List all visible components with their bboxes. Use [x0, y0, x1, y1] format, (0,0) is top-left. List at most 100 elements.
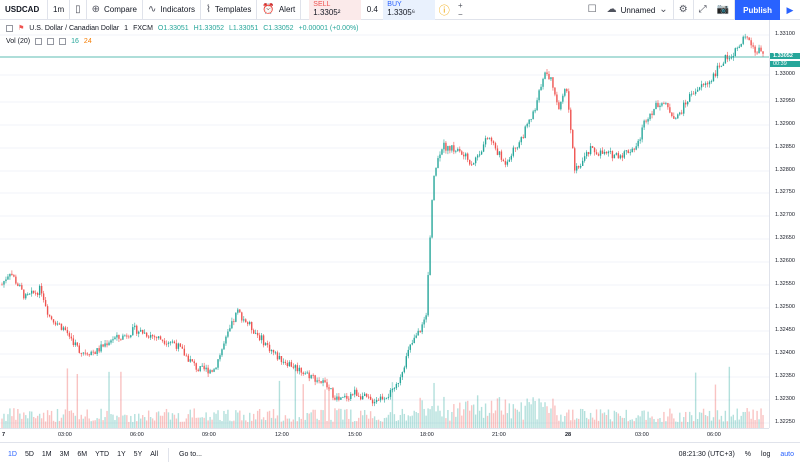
info-icon[interactable]: ⓘ	[438, 4, 450, 17]
expand-button[interactable]: ⤢	[694, 0, 712, 20]
play-button[interactable]: ▶	[780, 0, 800, 20]
settings-icon[interactable]	[47, 38, 55, 45]
volume-bar	[756, 410, 758, 428]
volume-bar	[572, 409, 574, 428]
volume-bar	[296, 421, 298, 428]
volume-bar	[324, 389, 326, 428]
candle	[134, 325, 136, 328]
settings-button[interactable]: ⚙	[674, 0, 694, 20]
volume-bar	[510, 418, 513, 428]
candle	[530, 119, 532, 120]
range-1m[interactable]: 1M	[41, 451, 52, 458]
volume-bar	[544, 402, 546, 428]
quantity-stepper[interactable]: + −	[453, 0, 467, 20]
volume-bar	[177, 413, 180, 428]
candle	[702, 84, 705, 86]
candle	[423, 319, 425, 325]
range-3m[interactable]: 3M	[59, 451, 70, 458]
qty-minus[interactable]: −	[457, 9, 463, 19]
indicators-icon: ∿	[147, 3, 157, 15]
eye-icon[interactable]	[35, 38, 43, 45]
candle	[619, 155, 622, 159]
symbol-search[interactable]: USDCAD	[0, 0, 48, 20]
candle	[597, 154, 600, 156]
candle	[136, 325, 138, 334]
price-chart[interactable]	[0, 20, 769, 428]
collapse-icon[interactable]	[6, 24, 13, 32]
candle	[92, 351, 94, 353]
fullscreen-toggle[interactable]: ☐	[583, 0, 602, 20]
candle	[449, 146, 451, 151]
goto-button[interactable]: Go to...	[179, 451, 202, 458]
auto-toggle[interactable]: auto	[780, 451, 794, 458]
candle	[696, 89, 699, 92]
candle	[58, 323, 61, 325]
volume-bar	[613, 410, 616, 428]
volume-bar	[702, 408, 705, 428]
candle	[718, 65, 721, 67]
volume-bar	[383, 418, 386, 428]
alert-button[interactable]: ⏰ Alert	[257, 0, 302, 20]
volume-bar	[9, 408, 11, 428]
candle	[645, 120, 647, 122]
candle	[373, 402, 376, 404]
candle	[419, 330, 421, 333]
candle	[217, 359, 219, 368]
candle	[516, 147, 518, 149]
candle	[98, 348, 100, 352]
volume-bar	[227, 409, 229, 428]
candle	[288, 362, 291, 367]
candle	[512, 147, 515, 156]
publish-button[interactable]: Publish	[735, 0, 780, 20]
price-axis[interactable]: 1.33100 1.33000 1.32950 1.32900 1.32850 1.328…	[769, 20, 800, 428]
candle	[251, 321, 253, 331]
volume-bar	[461, 415, 463, 428]
volume-bar	[469, 410, 471, 428]
candle	[609, 151, 612, 152]
buy-button[interactable]: BUY 1.3305⁶	[383, 0, 436, 20]
volume-legend: Vol (20) 16 24	[6, 38, 92, 45]
volume-bar	[542, 406, 544, 428]
log-toggle[interactable]: log	[761, 451, 771, 458]
close-icon[interactable]	[59, 38, 67, 45]
sell-button[interactable]: SELL 1.3305²	[309, 0, 362, 20]
candle	[526, 123, 528, 127]
volume-bar	[679, 412, 681, 428]
volume-bar	[413, 410, 415, 428]
candle	[465, 153, 467, 157]
snapshot-button[interactable]: 📷	[712, 0, 736, 20]
range-1d[interactable]: 1D	[8, 451, 17, 458]
percent-toggle[interactable]: %	[744, 451, 752, 458]
indicators-button[interactable]: ∿ Indicators	[143, 0, 202, 20]
range-5d[interactable]: 5D	[24, 451, 34, 458]
volume-bar	[3, 413, 5, 428]
volume-bar	[688, 411, 691, 428]
time-axis[interactable]: 7 03:00 06:00 09:00 12:00 15:00 18:00 21:00 28 03…	[0, 428, 769, 442]
range-5y[interactable]: 5Y	[133, 451, 143, 458]
chart-type-button[interactable]: ▯	[70, 0, 87, 20]
volume-value-1: 16	[71, 38, 79, 45]
volume-bar	[589, 412, 592, 428]
range-6m[interactable]: 6M	[77, 451, 88, 458]
volume-bar	[213, 412, 215, 428]
templates-button[interactable]: ⌇ Templates	[201, 0, 258, 20]
volume-bar	[195, 417, 197, 428]
volume-bar	[241, 420, 243, 428]
volume-bar	[126, 415, 128, 428]
compare-button[interactable]: ⊕ Compare	[87, 0, 143, 20]
qty-plus[interactable]: +	[457, 0, 463, 10]
volume-bar	[564, 416, 566, 428]
candle	[395, 383, 398, 389]
candle	[528, 119, 530, 124]
indicators-label: Indicators	[160, 5, 196, 14]
interval-button[interactable]: 1m	[48, 0, 71, 20]
range-ytd[interactable]: YTD	[95, 451, 110, 458]
volume-bar	[304, 419, 306, 428]
candle	[169, 342, 172, 344]
candle	[760, 47, 762, 52]
range-all[interactable]: All	[150, 451, 159, 458]
range-1y[interactable]: 1Y	[117, 451, 126, 458]
layout-menu[interactable]: ☁ Unnamed ⌄	[602, 0, 674, 20]
volume-bar	[700, 412, 703, 428]
alert-label: Alert	[278, 5, 296, 14]
